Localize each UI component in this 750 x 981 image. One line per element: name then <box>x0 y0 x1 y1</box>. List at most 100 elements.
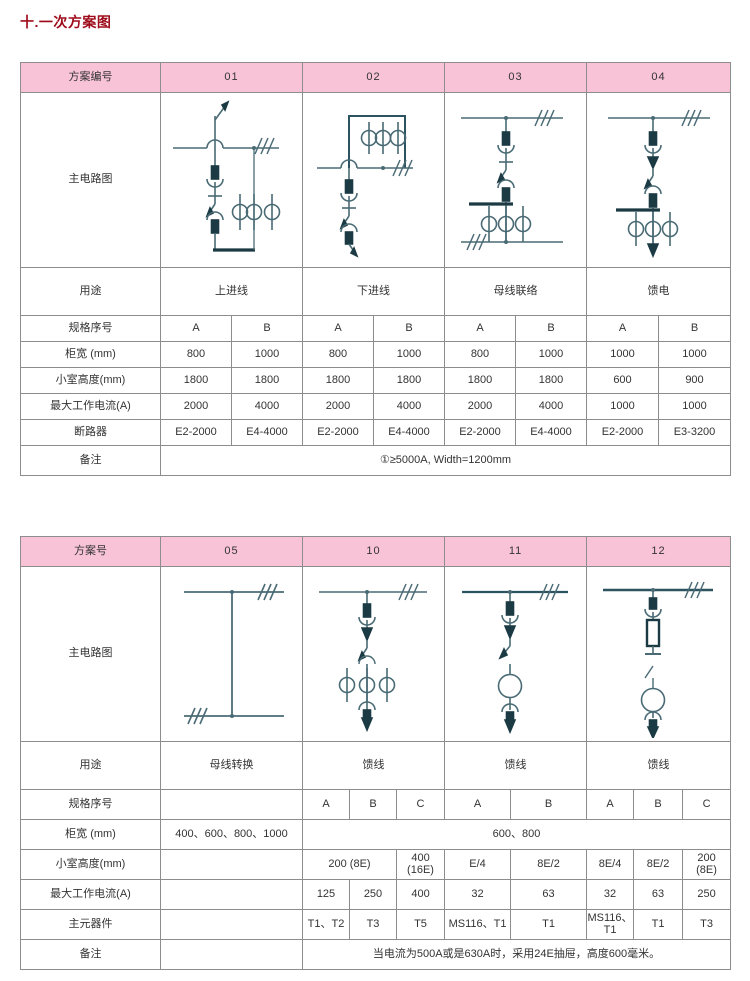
scheme-05-diagram <box>161 567 302 741</box>
scheme-03-diagram <box>445 93 586 267</box>
use-scheme-10: 馈线 <box>301 741 446 790</box>
table-row: 小室高度(mm) 200 (8E) 400 (16E) E/4 8E/2 8E/… <box>20 849 732 880</box>
table1-scheme-02: 02 <box>302 62 445 93</box>
width-cell: 1000 <box>231 341 303 368</box>
height-scheme-05 <box>160 849 303 880</box>
device-s12-a-line2: T1 <box>603 923 617 936</box>
current-cell: 4000 <box>231 393 303 420</box>
spec-cell: B <box>373 315 445 342</box>
use-scheme-11: 馈线 <box>444 741 588 790</box>
table-row: 规格序号 A B A B A B A B <box>20 315 731 342</box>
scheme-11-diagram <box>445 567 586 741</box>
height-s12-c: 200 (8E) <box>682 849 732 880</box>
current-cell: 63 <box>633 879 684 910</box>
table2-scheme-11: 11 <box>444 536 588 567</box>
height-s12-c-line2: (8E) <box>696 863 717 876</box>
row-label-current-2: 最大工作电流(A) <box>20 879 161 910</box>
table1-scheme-01: 01 <box>160 62 303 93</box>
row-label-width-2: 柜宽 (mm) <box>20 819 161 850</box>
scheme-04-diagram <box>587 93 730 267</box>
table-row: 柜宽 (mm) 800 1000 800 1000 800 1000 1000 … <box>20 341 731 368</box>
table-row: 最大工作电流(A) 125 250 400 32 63 32 63 250 <box>20 879 732 910</box>
spec-cell: C <box>395 789 446 820</box>
table2-scheme-05: 05 <box>160 536 303 567</box>
breaker-cell: E4-4000 <box>515 419 587 446</box>
breaker-cell: E4-4000 <box>231 419 303 446</box>
table1-scheme-03: 03 <box>444 62 587 93</box>
width-cell: 800 <box>302 341 374 368</box>
table-row: 小室高度(mm) 1800 1800 1800 1800 1800 1800 6… <box>20 367 731 394</box>
table2-header-label: 方案号 <box>20 536 161 567</box>
current-cell: 125 <box>302 879 350 910</box>
diagram-cell-scheme-03 <box>444 92 587 268</box>
scheme-02-diagram <box>303 93 444 267</box>
device-s10-c: T5 <box>395 909 446 940</box>
width-merged: 600、800 <box>301 819 732 850</box>
table-row: 规格序号 A B C A B A B C <box>20 789 732 820</box>
current-cell: 1000 <box>586 393 659 420</box>
height-s11-b: 8E/2 <box>510 849 588 880</box>
page-title: 十.一次方案图 <box>20 14 112 30</box>
spec-cell: A <box>160 315 232 342</box>
diagram-cell-scheme-04 <box>586 92 731 268</box>
height-s10-ab: 200 (8E) <box>302 849 397 880</box>
spec-cell: B <box>658 315 731 342</box>
current-cell: 63 <box>510 879 588 910</box>
table2-scheme-12: 12 <box>586 536 732 567</box>
height-s10-c-line2: (16E) <box>407 863 434 876</box>
device-s11-a: MS116、T1 <box>444 909 512 940</box>
current-cell: 400 <box>395 879 446 910</box>
table-row: 主元器件 T1、T2 T3 T5 MS116、T1 T1 MS116、 T1 T… <box>20 909 732 940</box>
row-label-current-1: 最大工作电流(A) <box>20 393 161 420</box>
row-label-spec-1: 规格序号 <box>20 315 161 342</box>
height-cell: 1800 <box>515 367 587 394</box>
height-s11-a: E/4 <box>444 849 512 880</box>
device-s10-b: T3 <box>349 909 397 940</box>
diagram-cell-scheme-05 <box>160 566 303 742</box>
spec-cell: B <box>349 789 397 820</box>
table-row: 柜宽 (mm) 400、600、800、1000 600、800 <box>20 819 732 850</box>
use-scheme-12: 馈线 <box>586 741 732 790</box>
current-cell: 32 <box>444 879 512 910</box>
current-cell: 250 <box>349 879 397 910</box>
width-scheme-05: 400、600、800、1000 <box>160 819 303 850</box>
table2-note: 当电流为500A或是630A时，采用24E抽屉，高度600毫米。 <box>301 939 732 970</box>
row-label-breaker-1: 断路器 <box>20 419 161 446</box>
device-s12-a: MS116、 T1 <box>586 909 635 940</box>
current-cell: 4000 <box>373 393 445 420</box>
width-cell: 1000 <box>373 341 445 368</box>
table-row: 最大工作电流(A) 2000 4000 2000 4000 2000 4000 … <box>20 393 731 420</box>
scheme-10-diagram <box>303 567 444 741</box>
table-row: 方案编号 01 02 03 04 <box>20 62 731 93</box>
height-cell: 1800 <box>444 367 516 394</box>
height-s10-c-line1: 400 <box>411 851 430 864</box>
current-cell: 2000 <box>160 393 232 420</box>
table-row: 用途 母线转换 馈线 馈线 馈线 <box>20 741 732 790</box>
height-s12-a: 8E/4 <box>586 849 635 880</box>
device-s12-a-line1: MS116、 <box>587 911 633 924</box>
spec-cell: A <box>302 789 350 820</box>
row-label-main-circuit-1: 主电路图 <box>20 92 161 268</box>
row-label-use-1: 用途 <box>20 267 161 316</box>
spec-cell: B <box>231 315 303 342</box>
spec-cell: A <box>586 789 635 820</box>
use-scheme-02: 下进线 <box>302 267 445 316</box>
scheme-table-1: 方案编号 01 02 03 04 主电路图 <box>20 62 731 476</box>
device-s12-b: T1 <box>633 909 684 940</box>
device-s11-b: T1 <box>510 909 588 940</box>
height-cell: 1800 <box>231 367 303 394</box>
breaker-cell: E2-2000 <box>586 419 659 446</box>
height-cell: 1800 <box>302 367 374 394</box>
table-row: 断路器 E2-2000 E4-4000 E2-2000 E4-4000 E2-2… <box>20 419 731 446</box>
spec-cell: A <box>444 789 512 820</box>
row-label-main-circuit-2: 主电路图 <box>20 566 161 742</box>
row-label-use-2: 用途 <box>20 741 161 790</box>
diagram-cell-scheme-01 <box>160 92 303 268</box>
row-label-spec-2: 规格序号 <box>20 789 161 820</box>
table1-scheme-04: 04 <box>586 62 731 93</box>
height-cell: 1800 <box>160 367 232 394</box>
current-cell: 4000 <box>515 393 587 420</box>
height-s12-c-line1: 200 <box>697 851 716 864</box>
breaker-cell: E3-3200 <box>658 419 731 446</box>
